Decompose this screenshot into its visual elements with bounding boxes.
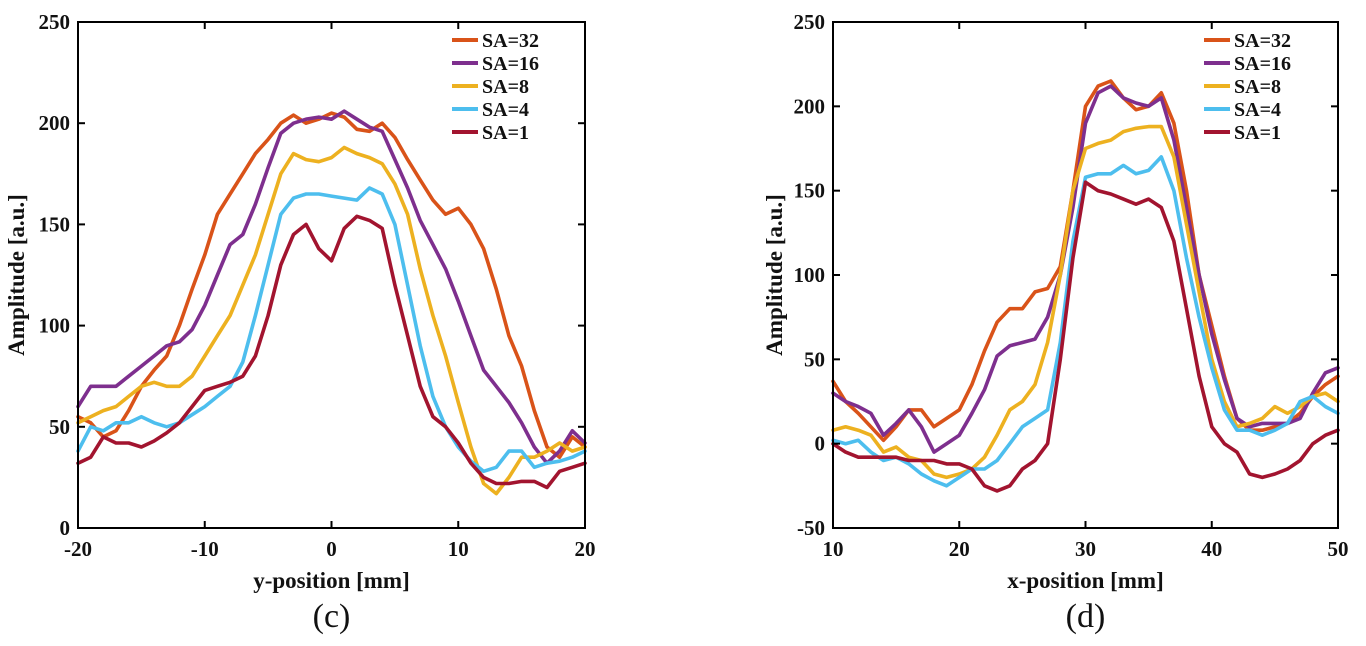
legend-label-sa-8: SA=8 (482, 76, 529, 98)
x-tick-label: -20 (64, 537, 92, 561)
legend-label-sa-32: SA=32 (482, 30, 539, 52)
x-tick-label: 20 (949, 537, 970, 561)
legend-label-sa-1: SA=1 (482, 122, 529, 144)
y-tick-label: 100 (39, 314, 71, 338)
y-tick-label: 50 (804, 347, 825, 371)
x-tick-label: 0 (326, 537, 337, 561)
legend-label-sa-16: SA=16 (1234, 53, 1291, 75)
y-axis-label: Amplitude [a.u.] (4, 194, 29, 356)
legend-label-sa-8: SA=8 (1234, 76, 1281, 98)
x-axis-label: x-position [mm] (1007, 568, 1164, 593)
y-tick-label: 0 (60, 516, 71, 540)
y-tick-label: -50 (797, 516, 825, 540)
y-tick-label: 250 (794, 10, 826, 34)
x-tick-label: 30 (1075, 537, 1096, 561)
series-line-sa-16 (76, 109, 587, 466)
panel-label: (c) (313, 598, 351, 635)
y-tick-label: 150 (39, 212, 71, 236)
x-tick-label: 20 (575, 537, 596, 561)
series-line-sa-1 (831, 180, 1340, 493)
series-line-sa-16 (831, 84, 1340, 454)
x-tick-label: 50 (1328, 537, 1349, 561)
panel-d: 10 20 30 40 50 -50 0 50 100 150 200 250 x-position [… (762, 10, 1349, 635)
series-line-sa-32 (76, 111, 587, 460)
x-tick-label: -10 (191, 537, 219, 561)
y-tick-label: 50 (49, 415, 70, 439)
series-line-sa-8 (76, 145, 587, 496)
legend-label-sa-4: SA=4 (1234, 99, 1281, 121)
y-tick-label: 250 (39, 10, 71, 34)
x-axis-label: y-position [mm] (253, 568, 410, 593)
x-tick-label: 40 (1201, 537, 1222, 561)
y-tick-label: 0 (815, 432, 826, 456)
series-line-sa-4 (831, 155, 1340, 488)
series-line-sa-4 (76, 186, 587, 474)
legend-label-sa-16: SA=16 (482, 53, 539, 75)
y-tick-label: 200 (794, 94, 826, 118)
y-tick-label: 150 (794, 179, 826, 203)
y-tick-label: 200 (39, 111, 71, 135)
x-tick-label: 10 (448, 537, 469, 561)
x-tick-label: 10 (823, 537, 844, 561)
y-tick-label: 100 (794, 263, 826, 287)
legend-label-sa-1: SA=1 (1234, 122, 1281, 144)
legend-label-sa-32: SA=32 (1234, 30, 1291, 52)
legend-label-sa-4: SA=4 (482, 99, 529, 121)
series-line-sa-1 (76, 214, 587, 490)
y-axis-label: Amplitude [a.u.] (762, 194, 787, 356)
panel-label: (d) (1066, 598, 1106, 635)
